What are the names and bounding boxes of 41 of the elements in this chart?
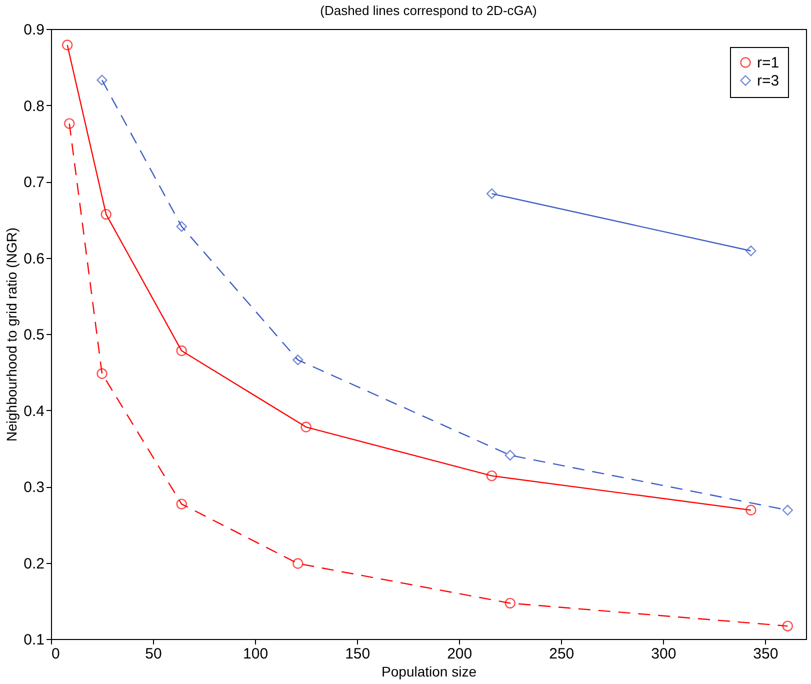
point (292, 558, 304, 569)
legend-label: r=3 (757, 72, 780, 90)
x-tick-label: 0 (52, 646, 60, 662)
x-tick-label: 50 (145, 646, 162, 662)
chart-title: (Dashed lines correspond to 2D-cGA) (320, 3, 537, 18)
point (782, 620, 793, 632)
y-tick-label: 0.5 (24, 326, 44, 344)
point (746, 504, 756, 516)
point (96, 74, 108, 86)
point (100, 208, 112, 220)
point (300, 422, 312, 432)
y-tick-label: 0.4 (24, 402, 44, 420)
point (176, 221, 187, 232)
point (504, 450, 516, 461)
x-tick-label: 300 (651, 646, 676, 662)
x-tick-label: 350 (753, 646, 778, 662)
x-tick-label: 250 (549, 646, 574, 662)
y-tick-label: 0.8 (24, 98, 44, 115)
y-tick-label: 0.2 (24, 555, 44, 572)
point (782, 504, 793, 516)
point (64, 118, 75, 129)
x-tick-label: 150 (345, 646, 370, 662)
point (486, 188, 498, 200)
x-tick-label: 100 (243, 646, 268, 662)
x-tick-label: 200 (447, 646, 472, 662)
y-tick-label: 0.6 (24, 250, 44, 268)
legend-label: r=1 (757, 54, 780, 72)
point (746, 246, 756, 256)
point (504, 598, 516, 608)
point (176, 345, 187, 356)
point (486, 470, 498, 482)
point (62, 40, 73, 50)
y-tick-label: 0.3 (24, 479, 44, 496)
y-tick-label: 0.9 (24, 22, 44, 38)
x-axis-title: Population size (382, 664, 477, 680)
point (292, 354, 304, 366)
point (96, 368, 108, 379)
point (176, 498, 187, 510)
y-axis-title: Neighbourhood to grid ratio (NGR) (4, 228, 20, 442)
y-tick-label: 0.1 (24, 632, 44, 648)
y-tick-label: 0.7 (24, 174, 44, 191)
